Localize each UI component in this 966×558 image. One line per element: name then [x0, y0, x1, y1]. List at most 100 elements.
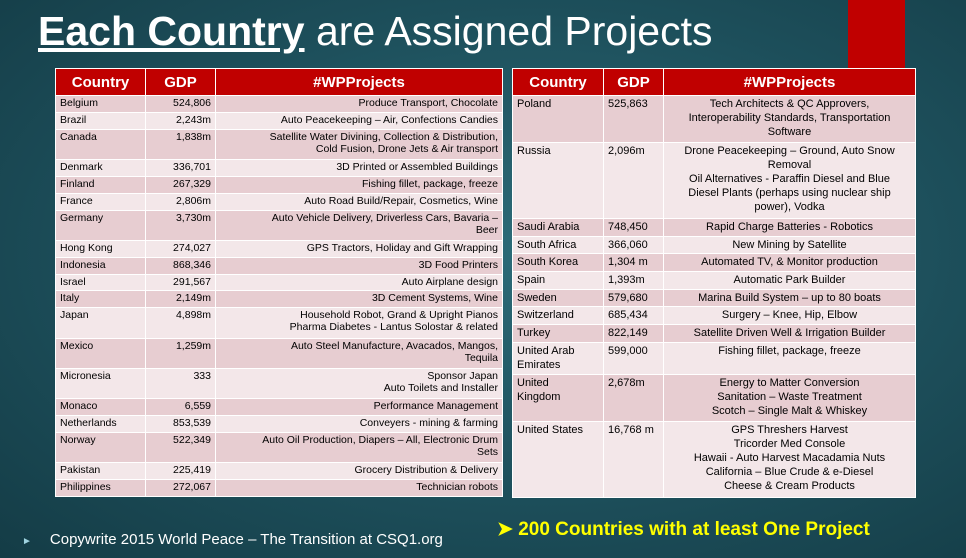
gdp-cell: 1,838m: [145, 128, 216, 161]
gdp-cell: 274,027: [145, 239, 216, 258]
country-cell: Brazil: [55, 111, 146, 130]
country-cell: Sweden: [512, 288, 604, 308]
country-cell: Mexico: [55, 337, 146, 369]
projects-cell: Auto Vehicle Delivery, Driverless Cars, …: [215, 209, 503, 241]
country-cell: United Kingdom: [512, 374, 604, 422]
table-row: Canada 1,838m Satellite Water Divining, Co…: [55, 128, 503, 161]
gdp-cell: 2,243m: [145, 111, 216, 130]
country-cell: Indonesia: [55, 256, 146, 275]
country-cell: Russia: [512, 141, 604, 219]
gdp-cell: 336,701: [145, 159, 216, 177]
projects-cell: Performance Management: [215, 398, 503, 416]
projects-cell: Auto Peacekeeping – Air, Confections Can…: [215, 111, 503, 130]
table-row: Sweden 579,680 Marina Build System – up to…: [512, 288, 916, 308]
projects-cell: 3D Printed or Assembled Buildings: [215, 159, 503, 177]
country-cell: Israel: [55, 273, 146, 292]
table-row: Pakistan 225,419 Grocery Distribution & De…: [55, 462, 503, 480]
projects-cell: Energy to Matter Conversion Sanitation –…: [663, 374, 916, 422]
title-rest: are Assigned Projects: [315, 8, 713, 54]
header-cell: GDP: [145, 68, 216, 96]
table-row: Denmark 336,701 3D Printed or Assembled Bu…: [55, 159, 503, 177]
table-row: Japan 4,898m Household Robot, Grand & Upri…: [55, 307, 503, 339]
gdp-cell: 2,806m: [145, 192, 216, 211]
projects-cell: Technician robots: [215, 479, 503, 497]
gdp-cell: 4,898m: [145, 307, 216, 339]
projects-cell: Satellite Driven Well & Irrigation Build…: [663, 324, 916, 343]
table-row: Belgium 524,806 Produce Transport, Chocola…: [55, 95, 503, 113]
gdp-cell: 1,304 m: [603, 253, 664, 272]
header-cell: #WPProjects: [215, 68, 503, 96]
table-row: South Korea 1,304 m Automated TV, & Monito…: [512, 253, 916, 272]
projects-cell: Produce Transport, Chocolate: [215, 95, 503, 113]
country-cell: Turkey: [512, 324, 604, 343]
gdp-cell: 333: [145, 367, 216, 400]
projects-cell: Auto Airplane design: [215, 273, 503, 292]
table-row: Norway 522,349 Auto Oil Production, Diaper…: [55, 431, 503, 464]
projects-cell: Automated TV, & Monitor production: [663, 253, 916, 272]
table-row: Micronesia 333 Sponsor Japan Auto Toilets …: [55, 367, 503, 400]
country-cell: United Arab Emirates: [512, 341, 604, 376]
table-row: United Arab Emirates 599,000 Fishing fille…: [512, 341, 916, 376]
table-row: Spain 1,393m Automatic Park Builder: [512, 270, 916, 290]
table-row: Turkey 822,149 Satellite Driven Well & Irr…: [512, 324, 916, 343]
title: Each Country are Assigned Projects: [38, 8, 713, 55]
country-cell: Philippines: [55, 479, 146, 497]
table-row: Mexico 1,259m Auto Steel Manufacture, Avac…: [55, 337, 503, 369]
country-cell: Spain: [512, 270, 604, 290]
header-cell: Country: [512, 68, 604, 96]
country-cell: Monaco: [55, 398, 146, 416]
gdp-cell: 2,096m: [603, 141, 664, 219]
table-row: Hong Kong 274,027 GPS Tractors, Holiday an…: [55, 239, 503, 258]
projects-cell: GPS Tractors, Holiday and Gift Wrapping: [215, 239, 503, 258]
table-row: Finland 267,329 Fishing fillet, package, f…: [55, 175, 503, 194]
projects-cell: Satellite Water Divining, Collection & D…: [215, 128, 503, 161]
table-row: South Africa 366,060 New Mining by Satelli…: [512, 235, 916, 255]
gdp-cell: 524,806: [145, 95, 216, 113]
header-cell: GDP: [603, 68, 664, 96]
gdp-cell: 272,067: [145, 479, 216, 497]
gdp-cell: 2,149m: [145, 290, 216, 309]
projects-cell: Sponsor Japan Auto Toilets and Installer: [215, 367, 503, 400]
gdp-cell: 522,349: [145, 431, 216, 464]
footer: ► Copywrite 2015 World Peace – The Transi…: [22, 531, 443, 548]
country-cell: France: [55, 192, 146, 211]
country-cell: Hong Kong: [55, 239, 146, 258]
table-row: United Kingdom 2,678m Energy to Matter Con…: [512, 374, 916, 422]
gdp-cell: 685,434: [603, 306, 664, 326]
table-row: Poland 525,863 Tech Architects & QC Approv…: [512, 95, 916, 143]
projects-cell: Household Robot, Grand & Upright Pianos …: [215, 307, 503, 339]
tagline: ➤ 200 Countries with at least One Projec…: [497, 518, 870, 541]
gdp-cell: 16,768 m: [603, 420, 664, 499]
country-cell: Belgium: [55, 95, 146, 113]
country-cell: Netherlands: [55, 415, 146, 433]
country-cell: Poland: [512, 95, 604, 143]
table-row: France 2,806m Auto Road Build/Repair, Cosm…: [55, 192, 503, 211]
table-row: Germany 3,730m Auto Vehicle Delivery, Driv…: [55, 209, 503, 241]
projects-cell: 3D Cement Systems, Wine: [215, 290, 503, 309]
table-row: Italy 2,149m 3D Cement Systems, Wine: [55, 290, 503, 309]
country-cell: South Africa: [512, 235, 604, 255]
projects-cell: Marina Build System – up to 80 boats: [663, 288, 916, 308]
table-row: Monaco 6,559 Performance Management: [55, 398, 503, 416]
gdp-cell: 1,393m: [603, 270, 664, 290]
gdp-cell: 868,346: [145, 256, 216, 275]
right-table: Country GDP #WPProjects Poland 525,863 Tech A…: [512, 68, 916, 499]
gdp-cell: 225,419: [145, 462, 216, 480]
country-cell: Micronesia: [55, 367, 146, 400]
projects-cell: GPS Threshers Harvest Tricorder Med Cons…: [663, 420, 916, 499]
projects-cell: Fishing fillet, package, freeze: [215, 175, 503, 194]
projects-cell: Tech Architects & QC Approvers, Interope…: [663, 95, 916, 143]
gdp-cell: 1,259m: [145, 337, 216, 369]
tagline-text: 200 Countries with at least One Project: [518, 519, 870, 540]
gdp-cell: 822,149: [603, 324, 664, 343]
table-row: Philippines 272,067 Technician robots: [55, 479, 503, 497]
gdp-cell: 853,539: [145, 415, 216, 433]
projects-cell: Auto Road Build/Repair, Cosmetics, Wine: [215, 192, 503, 211]
gdp-cell: 3,730m: [145, 209, 216, 241]
header-cell: Country: [55, 68, 146, 96]
projects-cell: 3D Food Printers: [215, 256, 503, 275]
gdp-cell: 291,567: [145, 273, 216, 292]
country-cell: Denmark: [55, 159, 146, 177]
bullet: ➤: [497, 519, 513, 540]
